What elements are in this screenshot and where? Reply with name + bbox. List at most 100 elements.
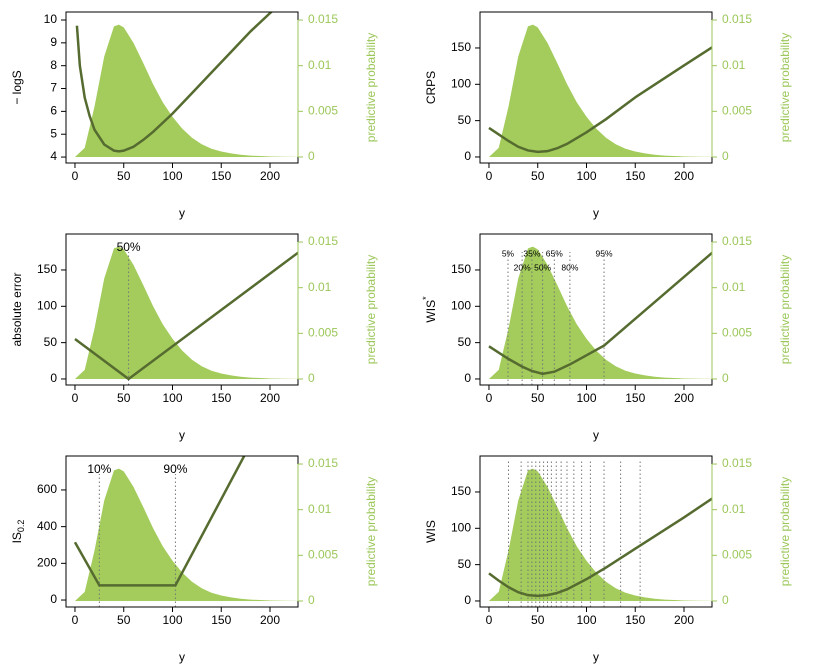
plot-area xyxy=(488,460,712,607)
y-axis-label-main: WIS xyxy=(424,520,438,543)
y-axis-label-main: absolute error xyxy=(10,272,24,346)
x-tick-label: 100 xyxy=(162,613,182,627)
score-line xyxy=(74,251,298,381)
x-tick-label: 0 xyxy=(486,391,493,405)
panel: 5% 20% 35% 50% 65% 80% 95% 0 50 100 150 200 0 50 100 15… xyxy=(421,233,792,442)
panel: 10% 90% 0 50 100 150 200 0 200 400 600 0 0.005 0.01 0.… xyxy=(10,455,378,664)
y-axis-label: absolute error xyxy=(10,272,24,346)
x-tick-label: 100 xyxy=(576,391,596,405)
y2-tick-label: 0.01 xyxy=(722,58,746,72)
y-tick-label: 100 xyxy=(451,520,471,534)
y-tick-label: 100 xyxy=(451,76,471,90)
x-tick-label: 150 xyxy=(625,169,645,183)
x-tick-label: 50 xyxy=(117,391,131,405)
quantile-label: 90% xyxy=(163,462,187,476)
x-tick-label: 0 xyxy=(486,613,493,627)
y-tick-label: 50 xyxy=(44,335,58,349)
y-tick-label: 50 xyxy=(458,335,472,349)
density-area xyxy=(74,24,298,157)
y-axis-label: − logS xyxy=(10,70,24,104)
x-tick-label: 100 xyxy=(162,391,182,405)
y2-axis-label: predictive probability xyxy=(364,33,378,142)
y2-tick-label: 0.01 xyxy=(308,280,332,294)
plot-area xyxy=(74,12,298,157)
y-axis-label: IS0.2 xyxy=(10,520,26,544)
x-tick-label: 150 xyxy=(211,169,231,183)
x-axis-label: y xyxy=(593,206,599,220)
y-tick-label: 150 xyxy=(451,484,471,498)
x-tick-label: 0 xyxy=(72,391,79,405)
y2-axis-label: predictive probability xyxy=(778,33,792,142)
y-tick-label: 100 xyxy=(37,298,57,312)
y-tick-label: 0 xyxy=(464,149,471,163)
y-tick-label: 150 xyxy=(37,262,57,276)
x-tick-label: 150 xyxy=(625,391,645,405)
x-tick-label: 50 xyxy=(117,613,131,627)
y2-tick-label: 0.005 xyxy=(722,103,752,117)
density-area xyxy=(74,468,298,601)
y2-tick-label: 0.01 xyxy=(722,280,746,294)
x-tick-label: 0 xyxy=(486,169,493,183)
x-tick-label: 200 xyxy=(674,613,694,627)
density-area xyxy=(74,246,298,379)
y-tick-label: 0 xyxy=(464,593,471,607)
y-tick-label: 200 xyxy=(37,556,57,570)
y-axis-label-main: − logS xyxy=(10,70,24,104)
y-axis-label: WIS xyxy=(424,520,438,543)
y-tick-label: 0 xyxy=(50,371,57,385)
density-area xyxy=(488,24,712,157)
panel: 0 50 100 150 200 0 50 100 150 0 0.005 0.01 0.015 y WIS… xyxy=(424,455,792,664)
y-axis-label-sub: 0.2 xyxy=(16,520,26,533)
y-tick-label: 9 xyxy=(50,35,57,49)
y-axis-label-main: CRPS xyxy=(424,71,438,104)
x-tick-label: 0 xyxy=(72,613,79,627)
x-tick-label: 100 xyxy=(162,169,182,183)
y-tick-label: 100 xyxy=(451,298,471,312)
y2-tick-label: 0.005 xyxy=(308,325,338,339)
score-line xyxy=(488,497,712,598)
y2-tick-label: 0.01 xyxy=(722,502,746,516)
y2-axis-label: predictive probability xyxy=(364,477,378,586)
density-area xyxy=(488,468,712,601)
y-tick-label: 50 xyxy=(458,113,472,127)
score-line xyxy=(488,251,712,376)
y2-tick-label: 0.015 xyxy=(722,456,752,470)
y2-tick-label: 0 xyxy=(308,149,315,163)
x-tick-label: 50 xyxy=(531,391,545,405)
y2-tick-label: 0.015 xyxy=(308,456,338,470)
y2-tick-label: 0.015 xyxy=(722,234,752,248)
x-tick-label: 100 xyxy=(576,613,596,627)
quantile-label: 95% xyxy=(596,248,613,258)
y-axis-label: CRPS xyxy=(424,71,438,104)
score-line xyxy=(73,456,246,587)
plot-area xyxy=(488,246,712,385)
y-tick-label: 10 xyxy=(44,12,58,26)
y2-axis-label: predictive probability xyxy=(778,255,792,364)
x-tick-label: 200 xyxy=(260,613,280,627)
panel: 50% 0 50 100 150 200 0 50 100 150 0 0.005 0.01 0.015 y… xyxy=(10,233,378,442)
y2-tick-label: 0.015 xyxy=(308,12,338,26)
y-axis-label: WIS* xyxy=(421,296,438,323)
y-tick-label: 7 xyxy=(50,81,57,95)
y2-tick-label: 0 xyxy=(722,149,729,163)
x-tick-label: 200 xyxy=(260,169,280,183)
x-tick-label: 150 xyxy=(625,613,645,627)
quantile-label: 5% xyxy=(502,248,515,258)
x-tick-label: 50 xyxy=(531,613,545,627)
quantile-label: 50% xyxy=(117,240,141,254)
quantile-label: 65% xyxy=(546,248,563,258)
y-tick-label: 6 xyxy=(50,104,57,118)
y-tick-label: 150 xyxy=(451,40,471,54)
plot-area xyxy=(488,24,712,157)
y2-tick-label: 0.005 xyxy=(722,547,752,561)
panel: 0 50 100 150 200 0 50 100 150 0 0.005 0.01 0.015 y CRP… xyxy=(424,11,792,220)
x-tick-label: 50 xyxy=(531,169,545,183)
quantile-label: 10% xyxy=(87,462,111,476)
y2-tick-label: 0.005 xyxy=(722,325,752,339)
y2-tick-label: 0.01 xyxy=(308,502,332,516)
y2-tick-label: 0 xyxy=(308,371,315,385)
y-tick-label: 5 xyxy=(50,126,57,140)
x-tick-label: 50 xyxy=(117,169,131,183)
score-line xyxy=(488,45,712,154)
